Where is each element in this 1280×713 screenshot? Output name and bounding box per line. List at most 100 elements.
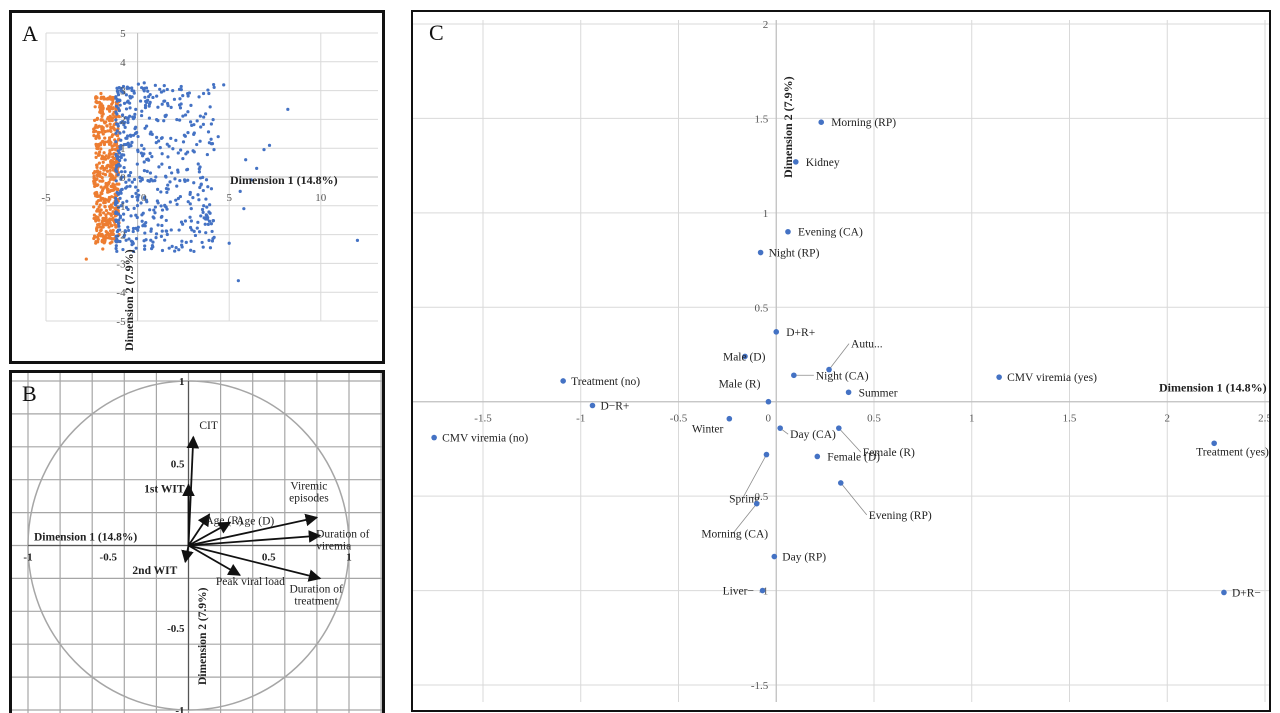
- data-point: [115, 230, 120, 234]
- vector-label: Age (R): [205, 515, 243, 527]
- point-label: Spring: [729, 494, 760, 506]
- x-tick-label-c: 0: [766, 413, 772, 425]
- data-point: [121, 218, 125, 222]
- data-point: [111, 144, 115, 148]
- data-point: [201, 91, 206, 96]
- data-point: [155, 94, 159, 98]
- data-point: [116, 205, 121, 209]
- vector-label: Peak viral load: [216, 576, 285, 588]
- data-point: [128, 171, 133, 175]
- data-point: [111, 106, 115, 110]
- y-tick-label-a: -4: [116, 287, 126, 299]
- data-point: [163, 204, 167, 208]
- data-point: [826, 366, 832, 373]
- data-point: [110, 176, 114, 180]
- data-point: [153, 83, 157, 87]
- data-point: [98, 103, 102, 108]
- data-point: [126, 141, 130, 145]
- data-point: [192, 181, 196, 185]
- data-point: [197, 167, 201, 171]
- point-label: Male (D): [723, 351, 766, 363]
- data-point: [94, 151, 98, 155]
- data-point: [99, 228, 103, 232]
- data-point: [759, 587, 766, 594]
- data-point: [115, 129, 119, 133]
- data-point: [127, 237, 131, 241]
- vector-label: Duration of viremia: [316, 529, 370, 553]
- data-point: [128, 184, 132, 188]
- point-label: Night (CA): [816, 370, 869, 382]
- data-point: [175, 117, 179, 122]
- data-point: [143, 95, 147, 99]
- data-point: [209, 187, 214, 191]
- data-point: [138, 179, 143, 183]
- data-point: [153, 211, 157, 215]
- data-point: [109, 203, 113, 207]
- vector-label-line: Viremic: [290, 481, 327, 493]
- data-point: [123, 158, 127, 162]
- data-point: [113, 156, 117, 161]
- data-point: [204, 213, 208, 217]
- data-point: [113, 128, 117, 132]
- data-point: [96, 233, 100, 237]
- data-point: [146, 157, 150, 161]
- data-point: [142, 169, 147, 173]
- data-point: [109, 105, 113, 109]
- vector-arrow: [188, 544, 322, 582]
- data-point: [186, 94, 190, 98]
- data-point: [130, 140, 134, 144]
- data-point: [199, 125, 203, 129]
- data-point: [197, 170, 201, 174]
- data-point: [110, 134, 114, 139]
- data-point: [118, 196, 122, 201]
- data-point: [286, 107, 290, 111]
- data-point: [140, 143, 144, 147]
- data-point: [192, 123, 196, 127]
- x-tick-label-c: -1.5: [474, 413, 492, 425]
- data-point: [154, 236, 158, 240]
- data-point: [791, 372, 797, 379]
- data-point: [95, 125, 100, 129]
- data-point: [106, 129, 110, 133]
- vector-label: Duration of treatment: [289, 583, 343, 607]
- data-point: [1211, 440, 1217, 447]
- data-point: [121, 212, 126, 216]
- data-point: [109, 223, 113, 227]
- data-point: [206, 222, 210, 226]
- data-point: [98, 213, 103, 217]
- vector-arrow: [188, 521, 232, 547]
- data-point: [119, 170, 124, 174]
- data-point: [108, 168, 112, 172]
- vector-label: Age (D): [236, 515, 274, 527]
- data-point: [102, 120, 106, 124]
- y-tick-label-a: -5: [116, 316, 126, 328]
- data-point: [814, 453, 821, 460]
- data-point: [104, 236, 108, 240]
- data-point: [201, 122, 205, 126]
- data-point: [123, 229, 127, 233]
- data-point: [168, 200, 172, 204]
- data-point: [181, 156, 185, 161]
- data-point: [589, 402, 596, 409]
- data-point: [178, 118, 182, 122]
- data-point: [198, 114, 202, 118]
- data-point: [131, 249, 136, 253]
- data-point: [207, 219, 212, 223]
- data-point: [126, 120, 130, 125]
- data-point: [94, 95, 98, 99]
- data-point: [108, 122, 112, 126]
- y-tick-label-a: -2: [116, 230, 125, 242]
- data-point: [124, 238, 128, 242]
- data-point: [149, 227, 153, 231]
- data-point: [116, 149, 120, 153]
- data-point: [119, 121, 123, 125]
- y-tick-label-b: 0.5: [171, 458, 185, 470]
- data-point: [200, 240, 204, 245]
- data-point: [192, 249, 196, 254]
- data-point: [212, 235, 216, 239]
- data-point: [211, 118, 215, 122]
- data-point: [160, 214, 164, 219]
- data-point: [108, 236, 112, 240]
